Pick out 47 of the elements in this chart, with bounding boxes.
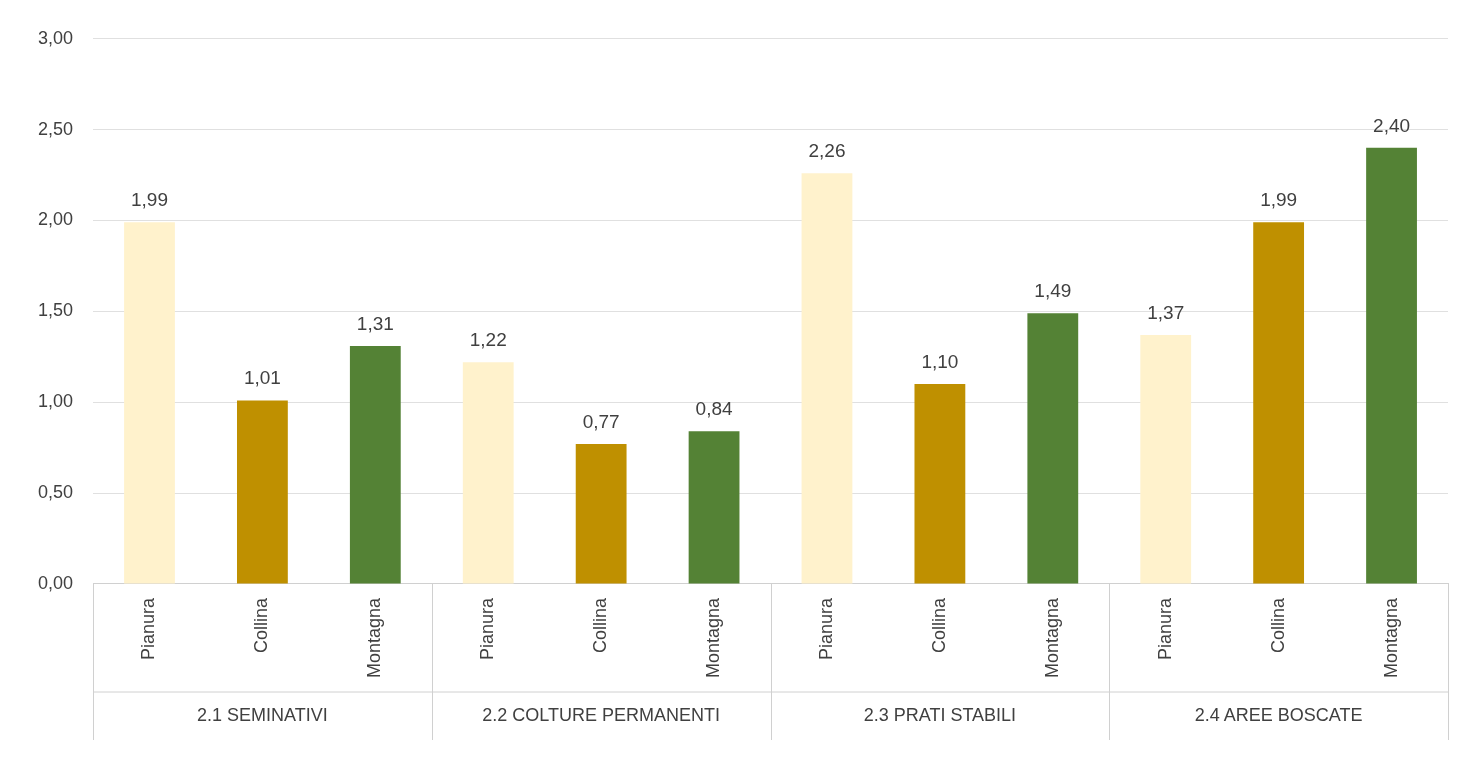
- bar: [462, 362, 514, 584]
- text: 2.1 SEMINATIVI: [197, 704, 328, 725]
- bar: [1140, 334, 1192, 584]
- bar: [1027, 313, 1079, 584]
- x-tick-label: Montagna: [1041, 596, 1062, 678]
- bar: [914, 384, 966, 584]
- y-tick-label: 0,00: [37, 572, 74, 593]
- bar: [801, 173, 853, 584]
- data-label: 1,22: [469, 328, 507, 350]
- data-label: 1,01: [243, 367, 281, 389]
- x-tick-label: Montagna: [703, 596, 724, 678]
- bar: [349, 345, 401, 584]
- bar: [1253, 222, 1305, 584]
- bar: [688, 431, 740, 584]
- y-tick-label: 0,50: [37, 482, 74, 503]
- bar: [1366, 147, 1417, 584]
- data-label: 1,49: [1034, 279, 1072, 301]
- y-tick-label: 2,00: [37, 209, 74, 230]
- x-tick-label: Montagna: [1380, 596, 1401, 678]
- data-label: 0,84: [695, 398, 733, 420]
- x-tick-label: Collina: [590, 596, 611, 653]
- x-tick-label: Pianura: [1154, 596, 1175, 660]
- data-label: 1,99: [1260, 189, 1298, 211]
- data-label: 1,37: [1147, 301, 1185, 323]
- data-label: 0,77: [582, 410, 620, 432]
- data-label: 1,31: [356, 312, 394, 334]
- x-tick-label: Collina: [251, 596, 272, 653]
- y-tick-label: 2,50: [37, 118, 74, 139]
- data-label: 1,10: [921, 350, 959, 372]
- data-label: 2,26: [808, 140, 846, 161]
- x-tick-label: Collina: [928, 596, 949, 653]
- bar: [575, 444, 627, 584]
- x-tick-label: Collina: [1267, 596, 1288, 653]
- data-label: 1,99: [131, 189, 168, 211]
- data-label: 2,40: [1373, 114, 1411, 136]
- text: 2.2 COLTURE PERMANENTI: [482, 704, 721, 725]
- x-tick-label: Pianura: [138, 596, 159, 660]
- x-tick-label: Pianura: [815, 596, 836, 660]
- x-tick-label: Montagna: [364, 596, 385, 678]
- bar: [124, 222, 175, 584]
- y-tick-label: 1,50: [37, 300, 74, 321]
- y-tick-label: 1,00: [37, 391, 74, 412]
- x-tick-label: Pianura: [477, 596, 498, 660]
- text: 2.3 PRATI STABILI: [863, 704, 1017, 725]
- bar: [237, 400, 288, 584]
- text: 2.4 AREE BOSCATE: [1194, 704, 1363, 725]
- y-tick-label: 3,00: [37, 27, 74, 48]
